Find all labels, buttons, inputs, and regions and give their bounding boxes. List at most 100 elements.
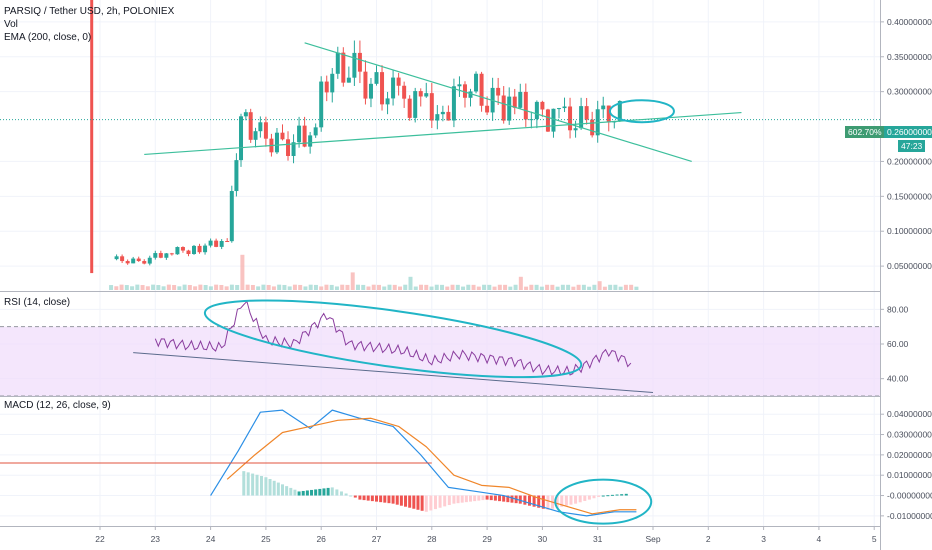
volume-bar — [445, 286, 450, 290]
volume-bar — [266, 284, 271, 290]
macd-hist-bar — [293, 489, 297, 496]
volume-bar — [566, 284, 571, 290]
volume-bar — [182, 284, 187, 290]
candle — [556, 108, 561, 110]
candle — [496, 87, 501, 96]
candle — [219, 241, 224, 247]
candle — [368, 83, 373, 99]
macd-hist-bar — [310, 489, 314, 496]
volume-bar — [130, 286, 135, 290]
candle — [225, 241, 230, 243]
volume-bar — [560, 284, 565, 290]
price-pane-title: PARSIQ / Tether USD, 2h, POLONIEX — [4, 6, 175, 17]
y-tick-label: 0.03000000 — [887, 430, 932, 440]
volume-bar — [424, 284, 429, 290]
macd-hist-bar — [379, 495, 383, 503]
candle — [208, 240, 213, 246]
volume-bar — [608, 284, 613, 290]
rsi-band — [0, 326, 880, 397]
macd-hist-bar — [564, 495, 568, 506]
volume-bar — [334, 286, 339, 290]
volume-bar — [109, 285, 114, 290]
macd-hist-bar — [358, 495, 362, 500]
macd-hist-bar — [246, 472, 250, 496]
macd-hist-bar — [541, 495, 545, 509]
candle — [562, 106, 567, 109]
macd-hist-bar — [301, 490, 305, 496]
macd-hist-bar — [502, 495, 506, 502]
macd-hist-bar — [527, 495, 531, 506]
macd-hist-bar — [383, 495, 387, 503]
volume-bar — [224, 286, 229, 290]
volume-bar — [440, 284, 445, 290]
rsi-trendline — [133, 352, 654, 394]
macd-hist-bar — [587, 495, 591, 500]
volume-bar — [124, 285, 129, 290]
volume-bar — [403, 284, 408, 290]
candles[interactable] — [0, 0, 880, 274]
macd-hist-bar — [456, 495, 460, 504]
volume-bar — [219, 284, 224, 290]
macd-hist-bar — [251, 473, 255, 496]
x-tick-labels: 22 23 24 25 26 27 28 29 30 31 Sep 2 3 4 5 — [95, 534, 877, 544]
macd-hist-bar — [276, 482, 280, 496]
volume-bar — [114, 286, 119, 290]
y-tick-label: 0.02000000 — [887, 450, 932, 460]
candle — [507, 96, 512, 121]
macd-hist-bar — [443, 495, 447, 507]
macd-hist-bar — [387, 495, 391, 504]
macd-hist-bar — [344, 493, 348, 496]
macd-hist-bar — [272, 480, 276, 496]
volume-bar — [434, 284, 439, 290]
volume-bar — [576, 284, 581, 290]
macd-hist-bar — [477, 495, 481, 501]
x-tick-label: 24 — [206, 534, 216, 544]
volume-bar — [156, 285, 161, 290]
annotations[interactable] — [201, 99, 675, 525]
candle — [534, 101, 539, 120]
macd-hist-bar — [264, 477, 268, 496]
x-tick-label: 5 — [872, 534, 877, 544]
price-trendlines[interactable] — [144, 42, 742, 163]
macd-hist-bar — [464, 495, 468, 503]
candle — [330, 73, 335, 93]
candle — [192, 245, 197, 255]
macd-hist-bar — [322, 488, 326, 496]
volume-bar — [151, 284, 156, 290]
volume-bar — [597, 281, 602, 290]
x-tick-label: 27 — [372, 534, 382, 544]
volume-bar — [187, 285, 192, 290]
macd-hist-bar — [469, 495, 473, 502]
volume-bar — [382, 286, 387, 290]
volume-bars — [109, 254, 639, 290]
macd-hist-bar — [493, 495, 497, 501]
volume-bar — [419, 284, 424, 290]
macd-hist-bar — [305, 490, 309, 496]
macd-hist-bar — [620, 494, 624, 496]
candle — [396, 77, 401, 86]
volume-bar — [602, 286, 607, 290]
candle — [274, 132, 279, 153]
volume-bar — [555, 286, 560, 290]
candle — [512, 96, 517, 108]
macd-annotation-ellipse — [554, 478, 653, 525]
volume-bar — [518, 276, 523, 290]
macd-hist-bar — [314, 489, 318, 496]
candle — [131, 258, 136, 264]
candle — [357, 52, 362, 72]
y-tick-label: 80.00 — [887, 304, 909, 314]
y-tick-label: 0.40000000 — [887, 17, 932, 27]
volume-bar — [482, 284, 487, 290]
macd-line — [210, 409, 637, 517]
volume-bar — [145, 286, 150, 290]
candle — [451, 86, 456, 121]
macd-hist-bar — [362, 495, 366, 501]
candle — [180, 247, 185, 251]
x-tick-label: 22 — [95, 534, 105, 544]
volume-bar — [497, 284, 502, 290]
x-tick-label: 2 — [706, 534, 711, 544]
macd-hist-bar — [506, 495, 510, 503]
volume-bar — [613, 284, 618, 290]
macd-hist-bar — [326, 487, 330, 496]
